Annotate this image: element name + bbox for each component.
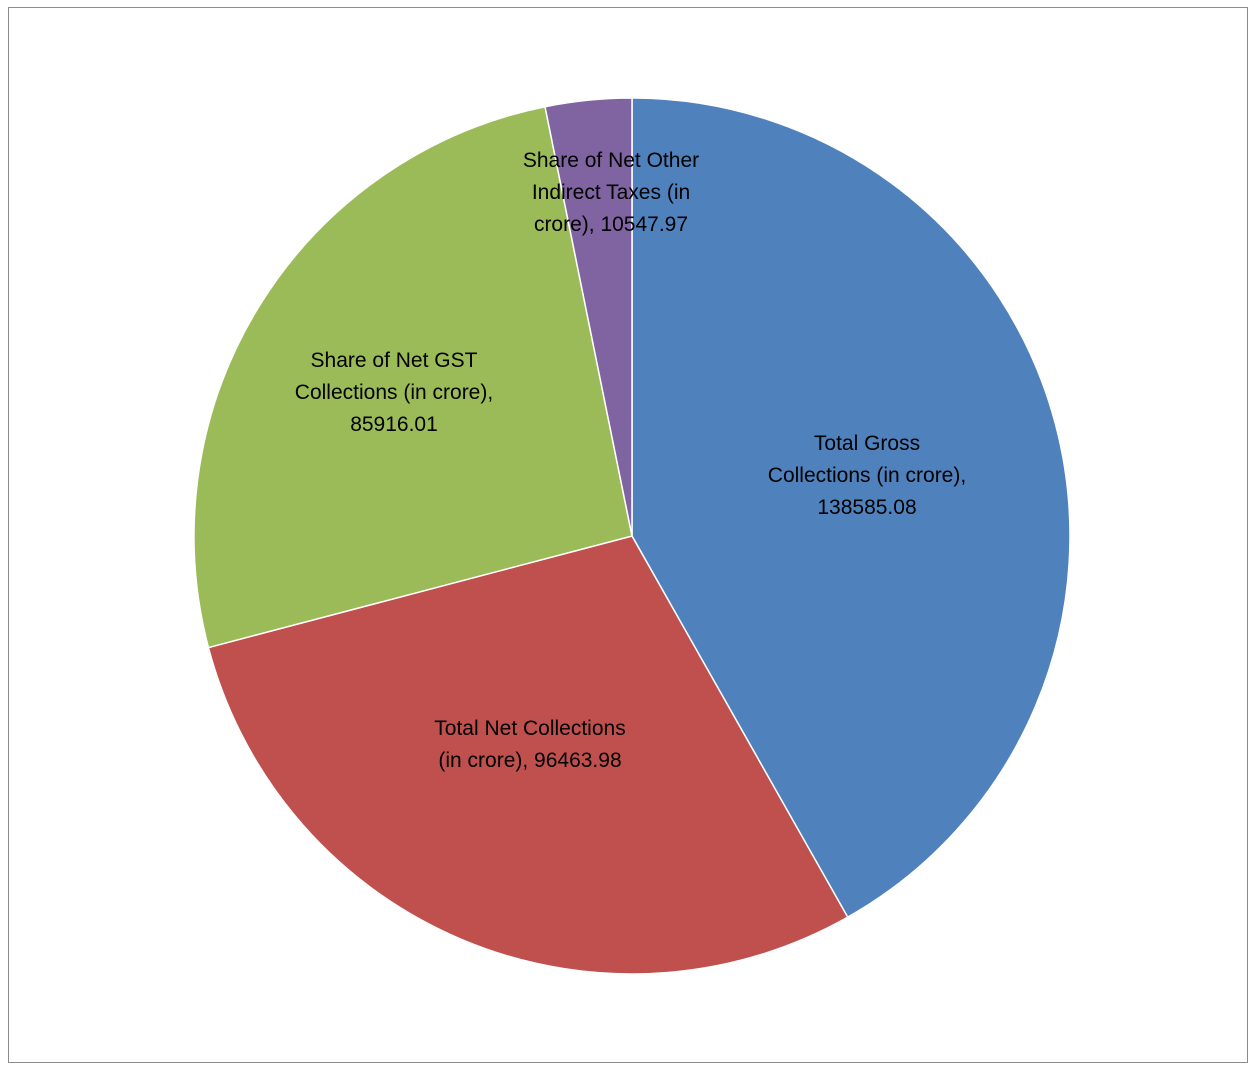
pie-data-label-line: Share of Net Other bbox=[523, 149, 699, 172]
pie-labels: Total Gross Collections (in crore), 138585… bbox=[295, 149, 966, 772]
pie-data-label-1: Total Gross Collections (in crore), 138585… bbox=[768, 432, 966, 519]
pie-slices bbox=[193, 97, 1071, 975]
pie-slice-3 bbox=[193, 105, 633, 649]
pie-data-label-line: Share of Net GST bbox=[311, 349, 478, 372]
pie-data-label-line: Total Gross bbox=[814, 432, 920, 455]
pie-data-label-line: 138585.08 bbox=[817, 496, 916, 519]
pie-data-label-line: crore), 10547.97 bbox=[534, 213, 688, 236]
pie-slice-1 bbox=[631, 97, 1071, 919]
pie-slice-4 bbox=[544, 97, 633, 537]
pie-data-label-2: Total Net Collections (in crore), 96463.9… bbox=[434, 717, 625, 772]
pie-data-label-4: Share of Net Other Indirect Taxes (in cror… bbox=[523, 149, 699, 236]
pie-data-label-line: Collections (in crore), bbox=[295, 381, 493, 404]
pie-data-label-line: Collections (in crore), bbox=[768, 464, 966, 487]
pie-data-label-3: Share of Net GST Collections (in crore), 8… bbox=[295, 349, 493, 436]
pie-data-label-line: Total Net Collections bbox=[434, 717, 625, 740]
pie-data-label-line: Indirect Taxes (in bbox=[532, 181, 690, 204]
pie-data-label-line: (in crore), 96463.98 bbox=[438, 749, 621, 772]
pie-slice-2 bbox=[207, 535, 849, 975]
pie-data-label-line: 85916.01 bbox=[350, 413, 438, 436]
